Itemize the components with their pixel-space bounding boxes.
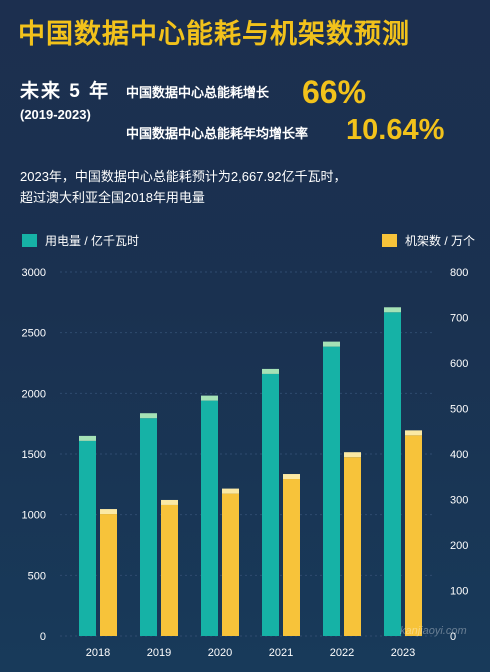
legend-left-label: 用电量 / 亿千瓦时 [45,234,140,248]
bar-power-cap-2018 [79,435,96,441]
y-left-tick-label: 0 [40,631,46,643]
period-range: (2019-2023) [20,107,91,122]
y-right-tick-label: 500 [450,404,468,416]
watermark: kanjiaoyi.com [400,625,467,637]
y-left-tick-label: 500 [28,570,46,582]
bar-power-2022 [323,346,340,636]
bar-racks-2022 [344,457,361,636]
y-right-tick-label: 600 [450,358,468,370]
bar-racks-cap-2018 [100,509,117,515]
legend-right: 机架数 / 万个 [382,232,475,249]
legend-swatch-yellow [382,234,397,247]
legend-left: 用电量 / 亿千瓦时 [22,232,139,249]
x-tick-label: 2021 [269,647,293,659]
bar-power-cap-2019 [140,413,157,419]
stat-growth-label: 中国数据中心总能耗增长 [126,85,270,100]
y-left-tick-label: 2500 [22,328,46,340]
bar-racks-cap-2020 [222,488,239,494]
bar-power-2023 [384,312,401,636]
y-right-tick-label: 800 [450,267,468,279]
x-tick-label: 2018 [86,647,110,659]
x-tick-label: 2023 [391,647,415,659]
legend-swatch-teal [22,234,37,247]
y-right-tick-label: 0 [450,631,456,643]
y-left-tick-label: 1000 [22,510,46,522]
y-right-tick-label: 100 [450,586,468,598]
bar-racks-2019 [161,504,178,636]
page-title: 中国数据中心能耗与机架数预测 [18,19,410,49]
y-right-tick-label: 400 [450,449,468,461]
y-right-tick-label: 300 [450,495,468,507]
x-tick-label: 2019 [147,647,171,659]
y-left-tick-label: 3000 [22,267,46,279]
forecast-period: 未来 5 年 (2019-2023) [20,76,110,122]
bar-racks-cap-2022 [344,452,361,458]
stat-growth-value: 66% [302,74,367,110]
x-tick-label: 2020 [208,647,232,659]
x-tick-label: 2022 [330,647,354,659]
summary-note-line1: 2023年，中国数据中心总能耗预计为2,667.92亿千瓦时， [20,169,347,184]
period-label: 未来 5 年 [20,81,111,102]
stat-cagr-label: 中国数据中心总能耗年均增长率 [126,126,309,141]
bar-power-2020 [201,400,218,636]
bar-power-cap-2022 [323,341,340,347]
y-right-tick-label: 200 [450,540,468,552]
bar-power-cap-2023 [384,307,401,313]
summary-note-line2: 超过澳大利亚全国2018年用电量 [20,190,205,205]
legend-right-label: 机架数 / 万个 [405,234,476,248]
bar-power-2018 [79,440,96,636]
bar-power-2021 [262,373,279,636]
y-right-tick-label: 700 [450,313,468,325]
y-left-tick-label: 2000 [22,388,46,400]
y-left-tick-label: 1500 [22,449,46,461]
bar-racks-2020 [222,493,239,636]
bar-racks-2021 [283,479,300,636]
bar-power-cap-2021 [262,368,279,374]
bar-racks-cap-2019 [161,499,178,505]
bar-power-cap-2020 [201,395,218,401]
bar-power-2019 [140,418,157,636]
stat-cagr-value: 10.64% [346,114,445,146]
bar-racks-cap-2023 [405,430,422,436]
summary-note: 2023年，中国数据中心总能耗预计为2,667.92亿千瓦时， 超过澳大利亚全国… [20,166,347,208]
bar-racks-2018 [100,514,117,636]
bar-racks-2023 [405,435,422,636]
bar-racks-cap-2021 [283,474,300,480]
